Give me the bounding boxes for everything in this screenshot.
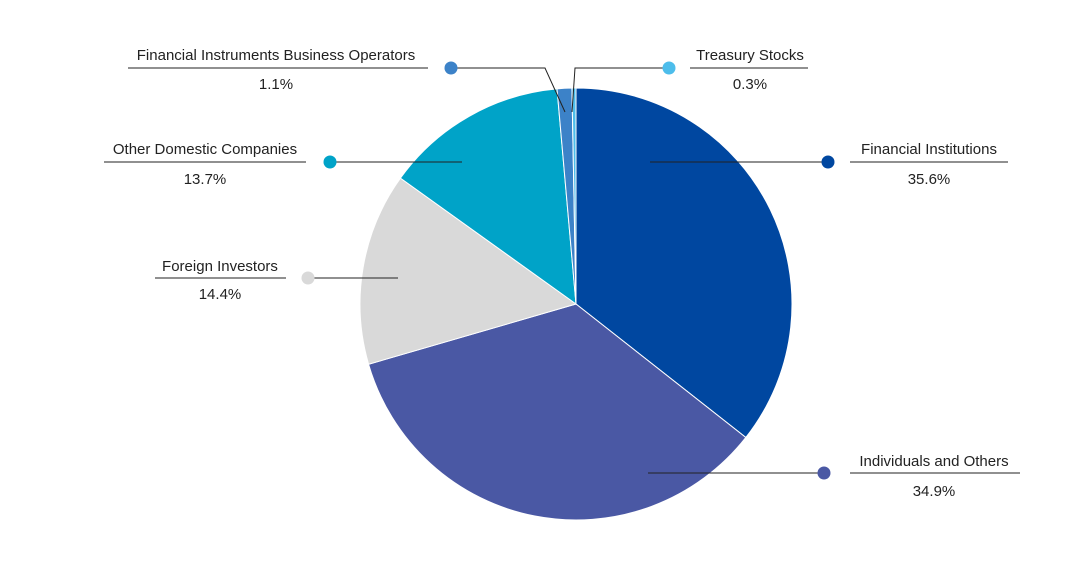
slice-value-treasury-stocks: 0.3%	[733, 76, 767, 93]
slice-label-treasury-stocks: Treasury Stocks	[696, 47, 804, 64]
callout-dot-individuals-and-others	[817, 466, 831, 480]
slice-value-foreign-investors: 14.4%	[199, 286, 242, 303]
callout-line-financial-instruments-business-operators	[451, 67, 566, 113]
pie-slice-individuals-and-others	[367, 303, 747, 521]
slice-value-financial-instruments-business-operators: 1.1%	[259, 76, 293, 93]
callout-dot-financial-instruments-business-operators	[444, 61, 458, 75]
slice-value-individuals-and-others: 34.9%	[913, 483, 956, 500]
slice-labels: Financial Institutions 35.6% Individuals a…	[104, 47, 1020, 500]
slice-label-foreign-investors: Foreign Investors	[162, 258, 278, 275]
pie-slice-foreign-investors	[359, 177, 578, 365]
callout-dot-foreign-investors	[301, 271, 315, 285]
callout-dot-other-domestic-companies	[323, 155, 337, 169]
pie-slice-other-domestic-companies	[399, 88, 577, 306]
callout-dot-financial-institutions	[821, 155, 835, 169]
pie-slice-financial-institutions	[575, 87, 793, 439]
slice-label-other-domestic-companies: Other Domestic Companies	[113, 141, 297, 158]
callout-lines	[301, 61, 835, 480]
callout-dot-treasury-stocks	[662, 61, 676, 75]
callout-line-treasury-stocks	[571, 67, 669, 113]
slice-value-other-domestic-companies: 13.7%	[184, 171, 227, 188]
slice-value-financial-institutions: 35.6%	[908, 171, 951, 188]
slice-label-financial-instruments-business-operators: Financial Instruments Business Operators	[137, 47, 415, 64]
slice-label-financial-institutions: Financial Institutions	[861, 141, 997, 158]
slice-label-individuals-and-others: Individuals and Others	[859, 453, 1008, 470]
pie-slices	[359, 87, 793, 521]
